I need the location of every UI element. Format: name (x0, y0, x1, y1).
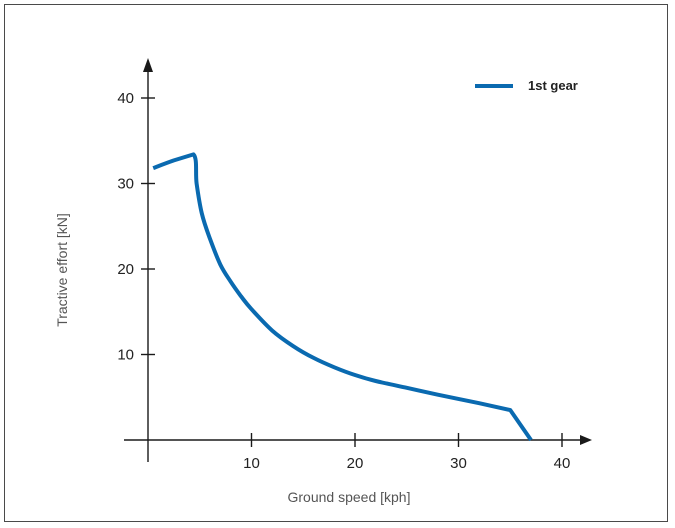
x-ticks: 10 20 30 40 (243, 433, 570, 472)
axes (124, 58, 592, 462)
legend-label-1st-gear: 1st gear (528, 78, 578, 93)
x-tick-label-10: 10 (243, 455, 260, 472)
x-tick-label-20: 20 (347, 455, 364, 472)
series-layer (152, 152, 533, 442)
x-axis-arrow (580, 435, 592, 445)
y-ticks: 10 20 30 40 (117, 90, 155, 364)
y-axis-arrow (143, 58, 153, 72)
series-line-1st-gear (152, 152, 533, 442)
y-tick-label-30: 30 (117, 176, 134, 193)
y-tick-label-20: 20 (117, 261, 134, 278)
y-tick-label-40: 40 (117, 90, 134, 107)
legend: 1st gear (475, 78, 578, 93)
x-tick-label-40: 40 (554, 455, 571, 472)
y-tick-label-10: 10 (117, 347, 134, 364)
chart-frame (4, 4, 668, 522)
x-axis-title: Ground speed [kph] (288, 489, 411, 505)
y-axis-title: Tractive effort [kN] (54, 213, 70, 327)
x-tick-label-30: 30 (450, 455, 467, 472)
